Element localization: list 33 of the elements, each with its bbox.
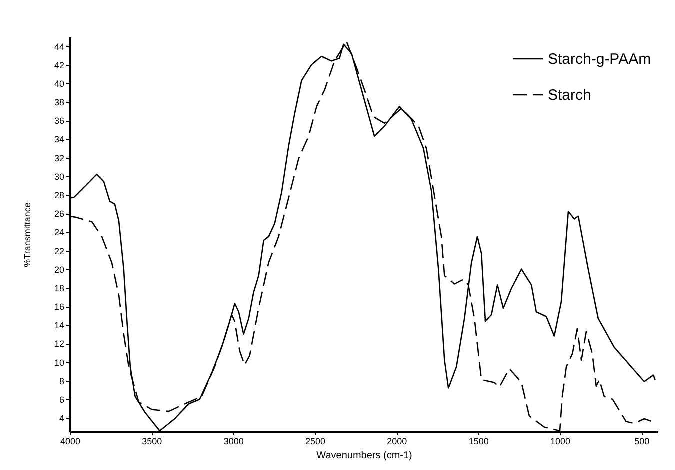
y-tick-label: 20: [54, 264, 64, 275]
y-tick-label: 28: [54, 190, 64, 200]
y-tick-label: 6: [59, 394, 64, 405]
x-tick-label: 3500: [142, 436, 162, 446]
y-tick-label: 42: [54, 60, 64, 70]
y-tick-label: 40: [54, 78, 64, 89]
legend-label: Starch-g-PAAm: [548, 51, 652, 68]
x-tick-label: 2500: [305, 436, 326, 446]
x-tick-label: 2000: [387, 436, 408, 446]
y-tick-label: 34: [54, 134, 64, 145]
y-tick-label: 44: [54, 42, 64, 52]
y-tick-label: 26: [54, 209, 64, 220]
y-tick-label: 24: [54, 228, 64, 238]
x-tick-label: 500: [634, 436, 650, 446]
y-tick-label: 22: [54, 246, 64, 256]
x-axis-title: Wavenumbers (cm-1): [316, 450, 412, 462]
y-axis-title: %Transmittance: [22, 202, 32, 268]
y-tick-label: 30: [54, 172, 64, 182]
y-tick-label: 36: [54, 116, 64, 126]
y-tick-label: 16: [54, 302, 64, 312]
y-tick-label: 4: [59, 414, 64, 424]
x-tick-label: 1000: [550, 436, 571, 446]
y-tick-label: 32: [54, 153, 64, 164]
y-tick-label: 14: [54, 320, 64, 331]
x-tick-label: 3000: [224, 436, 244, 446]
y-tick-label: 38: [54, 98, 64, 108]
y-tick-label: 12: [54, 339, 64, 350]
y-tick-label: 18: [54, 283, 64, 294]
legend-label: Starch: [548, 87, 592, 104]
y-tick-label: 8: [59, 376, 64, 386]
y-tick-label: 10: [54, 358, 64, 368]
x-tick-label: 4000: [60, 436, 81, 446]
x-tick-label: 1500: [468, 436, 489, 446]
